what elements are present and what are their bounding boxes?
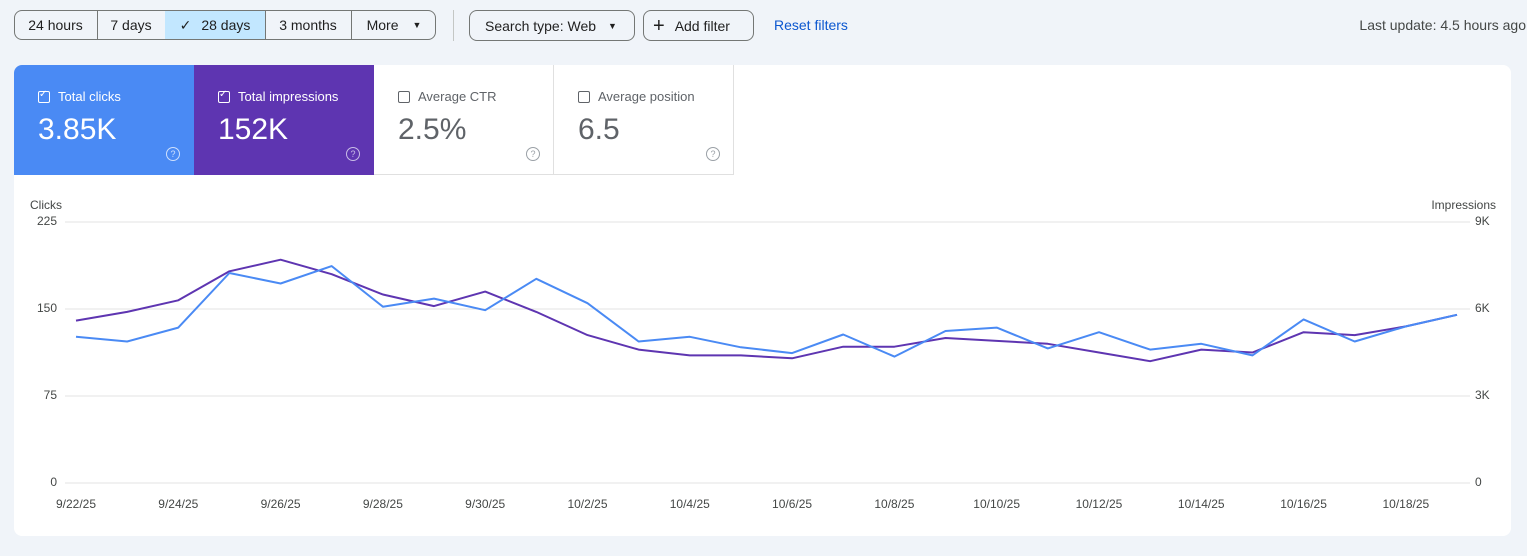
x-tick-label: 10/6/25 — [772, 497, 812, 511]
range-label: More — [366, 17, 399, 33]
metric-label: Total clicks — [58, 89, 121, 104]
help-icon[interactable]: ? — [166, 147, 180, 161]
metric-card[interactable]: Average position 6.5 ? — [554, 65, 734, 175]
x-tick-label: 10/12/25 — [1076, 497, 1123, 511]
checkbox[interactable] — [398, 91, 410, 103]
x-tick-label: 10/8/25 — [874, 497, 914, 511]
x-tick-label: 9/26/25 — [261, 497, 301, 511]
metric-label: Average position — [598, 89, 695, 104]
search-type-label: Search type: Web — [485, 17, 597, 34]
add-filter-label: Add filter — [674, 17, 730, 34]
x-tick-label: 10/10/25 — [973, 497, 1020, 511]
search-type-button[interactable]: Search type: Web ▼ — [469, 10, 635, 41]
metric-label: Total impressions — [238, 89, 339, 104]
x-tick-label: 9/24/25 — [158, 497, 198, 511]
range-button[interactable]: 3 months — [265, 11, 352, 39]
y-tick-label: 225 — [37, 214, 57, 228]
y2-tick-label: 3K — [1475, 388, 1490, 402]
divider — [453, 10, 454, 41]
metric-value: 2.5% — [398, 113, 467, 146]
metric-card[interactable]: ✓ Total impressions 152K ? — [194, 65, 374, 175]
metric-value: 152K — [218, 113, 289, 146]
x-tick-label: 10/14/25 — [1178, 497, 1225, 511]
y-tick-label: 0 — [50, 475, 57, 489]
y2-tick-label: 9K — [1475, 214, 1490, 228]
metric-card[interactable]: ✓ Total clicks 3.85K ? — [14, 65, 194, 175]
y2-tick-label: 6K — [1475, 301, 1490, 315]
dropdown-icon: ▼ — [412, 20, 422, 30]
x-tick-label: 9/28/25 — [363, 497, 403, 511]
checkbox[interactable]: ✓ — [38, 89, 50, 103]
check-icon: ✓ — [179, 16, 192, 33]
dropdown-icon: ▼ — [608, 20, 617, 31]
last-update: Last update: 4.5 hours ago — [1359, 17, 1526, 33]
range-group: 24 hours 7 days ✓ 28 days 3 months More ▼ — [14, 10, 436, 40]
y2-axis-label: Impressions — [1431, 198, 1496, 212]
range-label: 28 days — [201, 17, 251, 33]
series-line — [75, 258, 1458, 363]
check-mark: ✓ — [39, 89, 48, 100]
plus-icon: + — [653, 14, 665, 37]
checkbox[interactable] — [578, 91, 590, 103]
x-tick-label: 10/18/25 — [1382, 497, 1429, 511]
metric-card[interactable]: Average CTR 2.5% ? — [374, 65, 554, 175]
series-line — [75, 265, 1458, 358]
range-button[interactable]: More ▼ — [351, 11, 435, 39]
y-tick-label: 150 — [37, 301, 57, 315]
checkbox[interactable]: ✓ — [218, 89, 230, 103]
y-axis-label: Clicks — [30, 198, 62, 212]
x-tick-label: 9/22/25 — [56, 497, 96, 511]
check-mark: ✓ — [219, 89, 228, 100]
reset-filters-link[interactable]: Reset filters — [774, 17, 848, 33]
x-tick-label: 10/16/25 — [1280, 497, 1327, 511]
range-button-selected[interactable]: ✓ 28 days — [165, 11, 266, 39]
metric-label: Average CTR — [418, 89, 497, 104]
range-button[interactable]: 24 hours — [15, 11, 98, 39]
help-icon[interactable]: ? — [706, 147, 720, 161]
metric-value: 3.85K — [38, 113, 117, 146]
x-tick-label: 10/2/25 — [567, 497, 607, 511]
x-tick-label: 9/30/25 — [465, 497, 505, 511]
x-tick-label: 10/4/25 — [670, 497, 710, 511]
add-filter-button[interactable]: + Add filter — [643, 10, 754, 41]
help-icon[interactable]: ? — [526, 147, 540, 161]
y2-tick-label: 0 — [1475, 475, 1482, 489]
y-tick-label: 75 — [44, 388, 58, 402]
help-icon[interactable]: ? — [346, 147, 360, 161]
metric-value: 6.5 — [578, 113, 620, 146]
